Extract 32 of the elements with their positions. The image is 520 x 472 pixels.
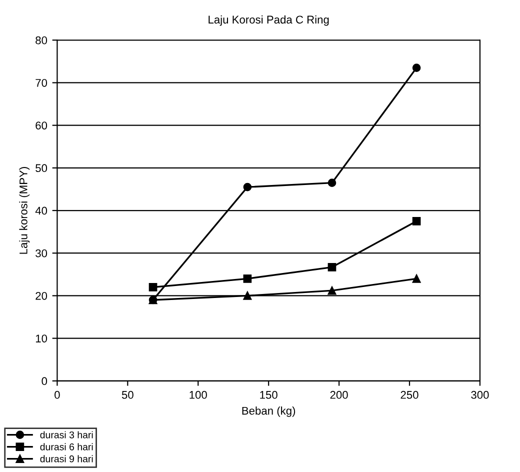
x-tick-label: 300 [471, 390, 489, 399]
x-tick-label: 0 [54, 390, 60, 399]
chart-title: Laju Korosi Pada C Ring [208, 15, 329, 26]
y-tick-label: 10 [36, 334, 48, 342]
x-tick-label: 50 [122, 390, 134, 399]
legend-label: durasi 3 hari [40, 431, 93, 438]
point [412, 216, 421, 226]
y-tick-label: 40 [35, 206, 48, 215]
legend-label: durasi 6 hari [40, 443, 93, 450]
point [243, 182, 252, 192]
point [412, 274, 421, 283]
point [328, 286, 336, 295]
x-tick-label: 200 [330, 390, 348, 399]
y-tick-label: 30 [36, 249, 48, 258]
point [148, 283, 158, 292]
legend-label: durasi 9 hari [40, 455, 93, 462]
point [243, 292, 252, 300]
point [328, 178, 336, 187]
point [328, 263, 336, 272]
y-axis-title: Laju korosi (MPY) [19, 167, 30, 254]
y-tick-label: 70 [36, 78, 48, 87]
y-tick-label: 50 [36, 164, 48, 172]
y-tick-label: 80 [36, 36, 48, 44]
x-tick-label: 250 [400, 390, 418, 399]
x-tick-label: 150 [260, 390, 278, 399]
x-tick-label: 100 [190, 390, 207, 399]
x-axis-title: Beban (kg) [242, 406, 296, 417]
point [412, 64, 421, 72]
y-tick-label: 20 [36, 292, 48, 300]
y-tick-label: 0 [42, 377, 48, 386]
point [243, 274, 252, 283]
y-tick-label: 60 [36, 122, 48, 130]
